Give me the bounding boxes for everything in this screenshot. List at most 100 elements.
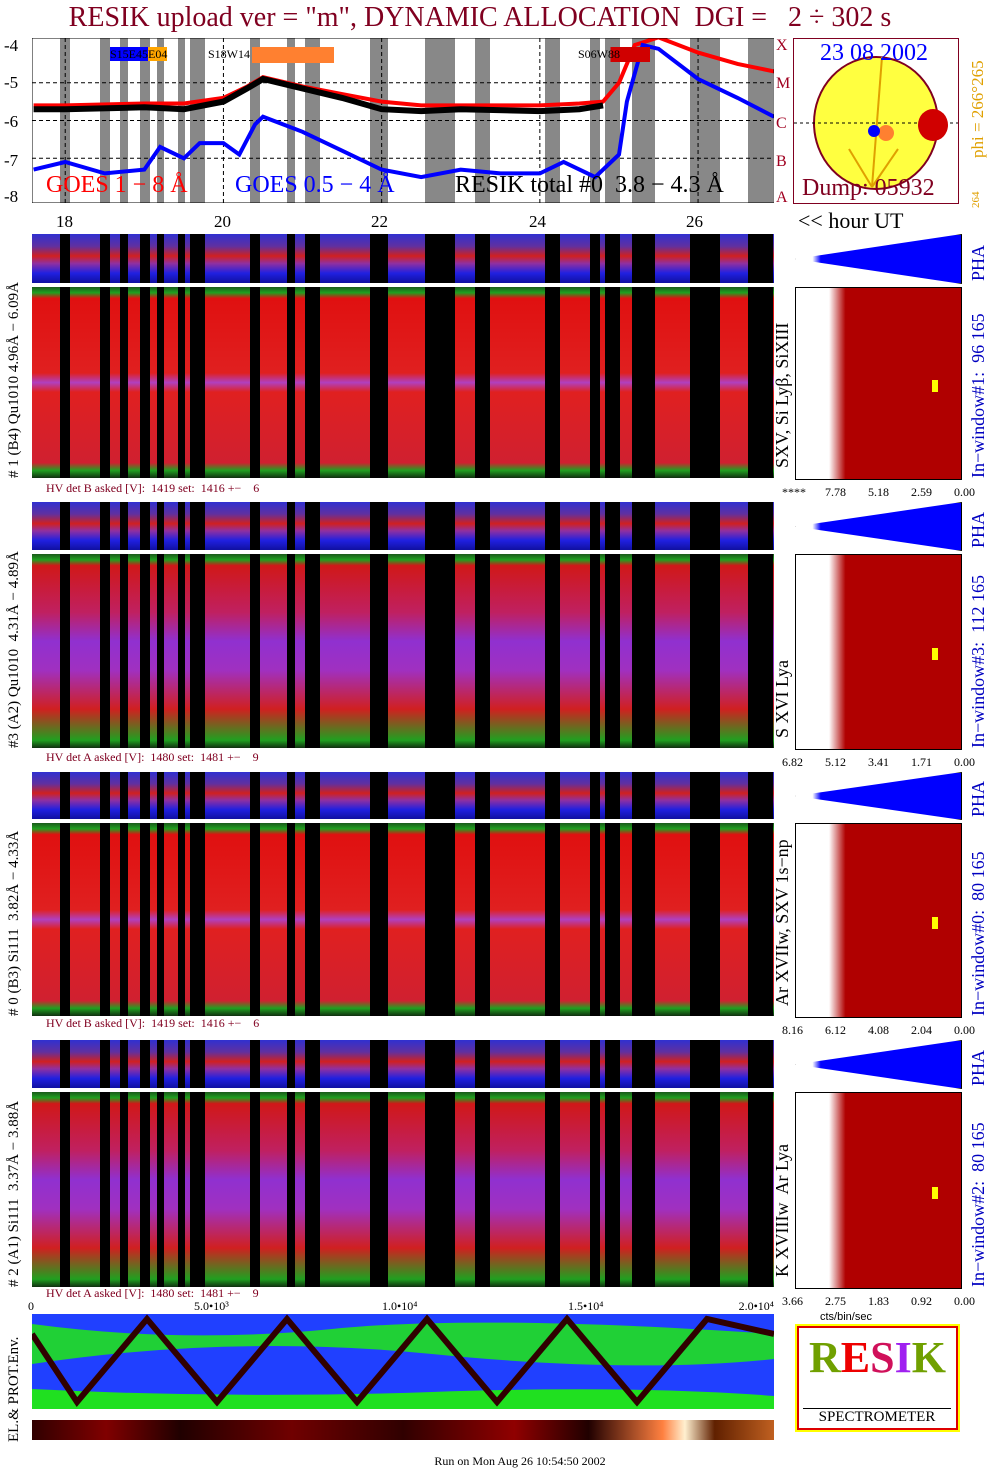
- data-gap: [157, 287, 164, 478]
- data-gap: [370, 1092, 388, 1287]
- data-gap: [100, 772, 110, 819]
- x-tick: 20: [214, 212, 231, 231]
- window-marker: [932, 916, 938, 929]
- hist-axis-tick: 2.75: [825, 1294, 846, 1308]
- data-gap: [305, 823, 320, 1016]
- series-line-2: [33, 75, 604, 115]
- hist-axis-tick: 3.41: [868, 755, 889, 769]
- data-gap: [748, 1092, 773, 1287]
- data-gap: [590, 772, 600, 819]
- data-gap: [305, 287, 320, 478]
- hist-axis-tick: 0.00: [954, 1023, 975, 1037]
- data-gap: [190, 234, 205, 283]
- window-marker: [932, 648, 938, 661]
- data-gap: [305, 1092, 320, 1287]
- pha-strip: [32, 234, 774, 285]
- data-gap: [475, 287, 490, 478]
- data-gap: [287, 1040, 295, 1088]
- data-gap: [425, 772, 455, 819]
- hist-axis-tick: 1.83: [868, 1294, 889, 1308]
- hist-axis-tick: 2.59: [911, 485, 932, 499]
- logo-lettering: RESIK: [809, 1333, 946, 1382]
- spectrogram: [32, 287, 774, 478]
- data-gap: [140, 234, 150, 283]
- class-letter: A: [776, 189, 788, 206]
- spectrum-histogram: [795, 823, 962, 1018]
- data-gap: [60, 554, 70, 748]
- data-gap: [690, 234, 720, 283]
- data-gap: [748, 287, 773, 478]
- data-gap: [425, 287, 455, 478]
- data-gap: [305, 502, 320, 550]
- y-tick: -4: [4, 36, 19, 55]
- data-gap: [250, 1040, 260, 1088]
- data-gap: [287, 234, 295, 283]
- data-gap: [178, 554, 185, 748]
- data-gap: [475, 554, 490, 748]
- data-gap: [178, 234, 185, 283]
- data-gap: [690, 772, 720, 819]
- data-gap: [632, 1092, 655, 1287]
- hv-status: HV det A asked [V]: 1480 set: 1481 +− 9: [46, 750, 259, 764]
- flare-label-text: E04: [148, 47, 168, 61]
- line-ids: Ar XVIIw, SXV 1s−np: [772, 839, 792, 1006]
- data-gap: [287, 823, 295, 1016]
- detector-label: # 2 (A1) Si111 3.37Å − 3.88Å: [6, 1100, 22, 1287]
- data-gap: [605, 554, 620, 748]
- data-gap: [690, 1092, 720, 1287]
- hist-axis-tick: 5.18: [868, 485, 889, 499]
- data-gap: [120, 287, 128, 478]
- data-gap: [748, 234, 773, 283]
- window-label: In−window#2: 80 165: [968, 1122, 989, 1287]
- window-label-text: In−window#2: 80 165: [968, 1122, 988, 1287]
- pha-label: PHA: [968, 1049, 988, 1086]
- data-gap: [140, 554, 150, 748]
- window-label-text: In−window#0: 80 165: [968, 851, 988, 1016]
- spectrogram: [32, 823, 774, 1016]
- window-label-text: In−window#3: 112 165: [968, 575, 988, 748]
- data-gap: [545, 772, 560, 819]
- data-gap: [370, 502, 388, 550]
- hist-axis-tick: 8.16: [782, 1023, 803, 1037]
- data-gap: [190, 772, 205, 819]
- data-gap: [157, 1092, 164, 1287]
- data-gap: [120, 234, 128, 283]
- hist-axis-tick: 1.71: [911, 755, 932, 769]
- spectrogram: [32, 554, 774, 748]
- hist-axis-tick: 0.00: [954, 755, 975, 769]
- data-gap: [545, 554, 560, 748]
- solar-disk-icon: [794, 56, 958, 190]
- x-tick: 0: [28, 1299, 34, 1313]
- pha-histogram: [795, 234, 962, 284]
- data-gap: [178, 1092, 185, 1287]
- run-timestamp: Run on Mon Aug 26 10:54:50 2002: [434, 1454, 606, 1468]
- window-label: In−window#1: 96 165: [968, 313, 989, 478]
- data-gap: [605, 234, 620, 283]
- class-letter: C: [776, 115, 787, 132]
- legend-resik-total: RESIK total #0 3.8 − 4.3 Å: [455, 172, 724, 198]
- detector-label: # 1 (B4) Qu1010 4.96Å − 6.09Å: [6, 282, 22, 478]
- data-gap: [250, 287, 260, 478]
- pha-histogram: [795, 502, 962, 551]
- y-tick: -8: [4, 187, 19, 206]
- data-gap: [60, 823, 70, 1016]
- data-gap: [250, 234, 260, 283]
- data-gap: [178, 287, 185, 478]
- series-line-0: [33, 38, 774, 108]
- data-gap: [425, 234, 455, 283]
- data-gap: [305, 772, 320, 819]
- gray-band: [190, 38, 205, 203]
- data-gap: [157, 502, 164, 550]
- data-gap: [178, 772, 185, 819]
- hist-axis-tick: 6.82: [782, 755, 803, 769]
- flare-marker: [252, 47, 334, 64]
- data-gap: [590, 234, 600, 283]
- data-gap: [60, 234, 70, 283]
- data-gap: [605, 287, 620, 478]
- data-gap: [287, 554, 295, 748]
- data-gap: [690, 287, 720, 478]
- resik-logo: RESIK SPECTROMETER: [795, 1324, 960, 1432]
- data-gap: [100, 287, 110, 478]
- data-gap: [370, 772, 388, 819]
- data-gap: [190, 287, 205, 478]
